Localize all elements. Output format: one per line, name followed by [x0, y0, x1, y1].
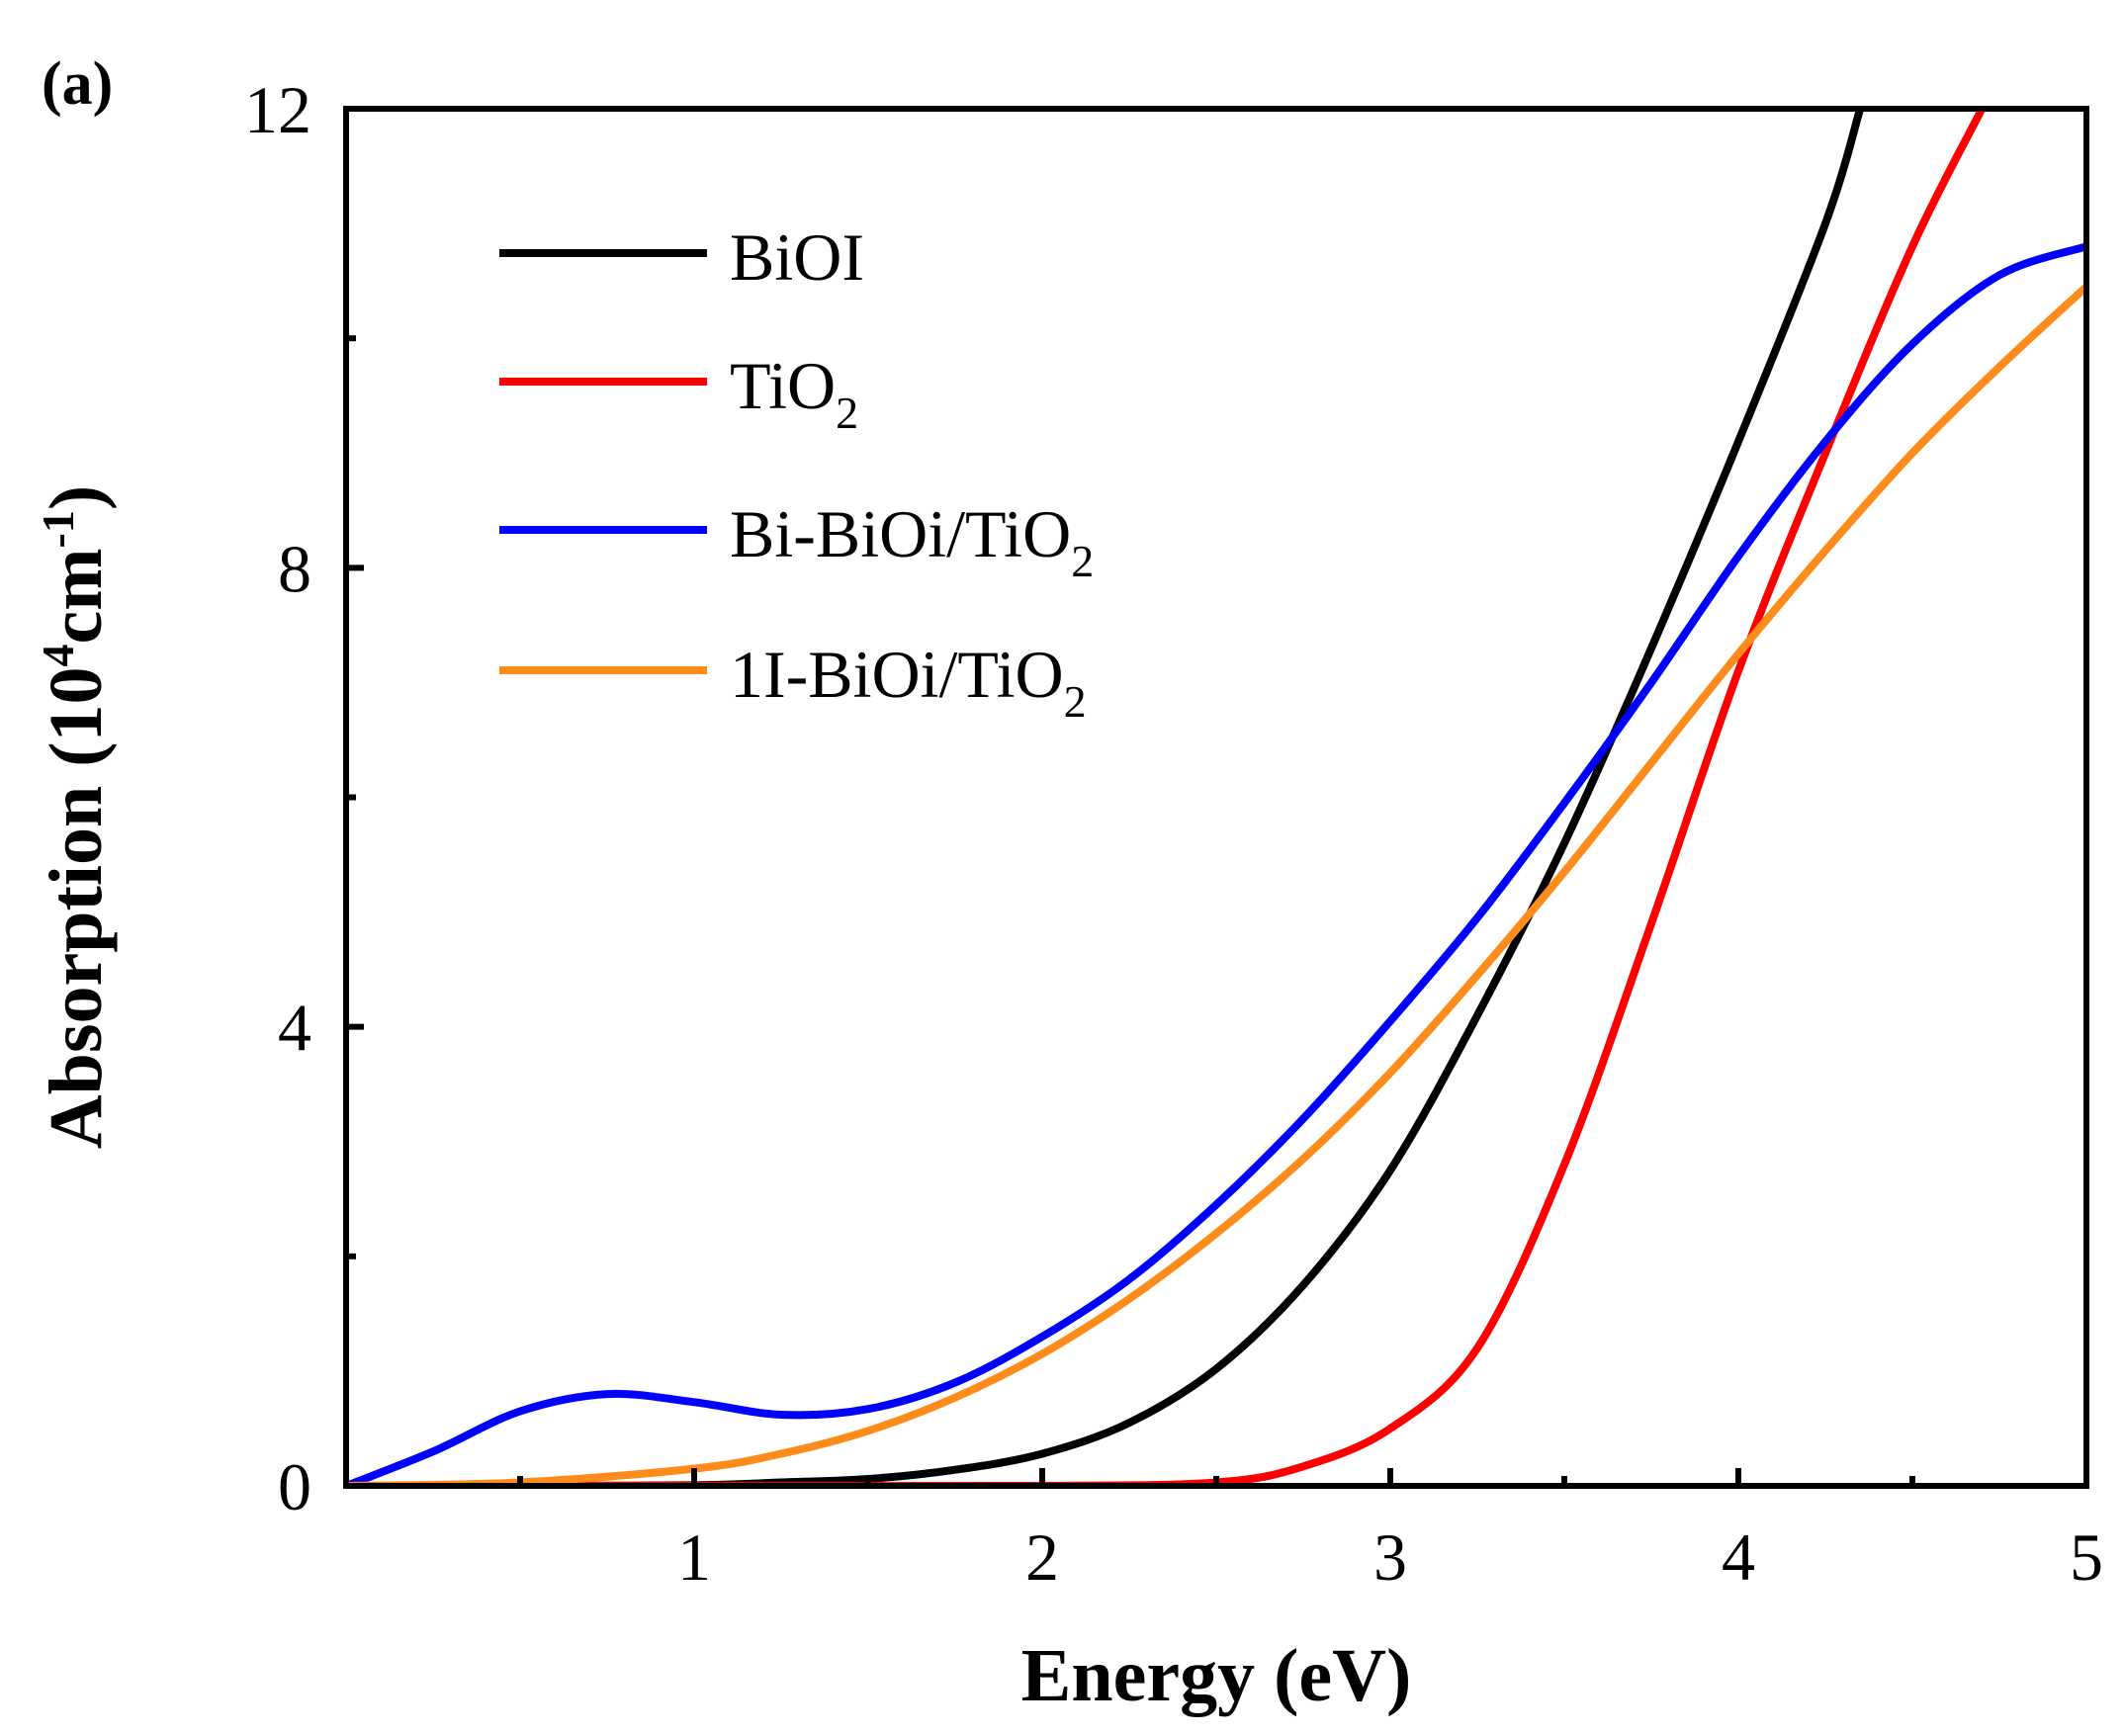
panel-label: (a) [42, 50, 113, 118]
legend-label-1i-bioi-tio2: 1I-BiOi/TiO2 [730, 637, 1087, 727]
legend-label-biol: BiOI [730, 219, 864, 295]
y-axis-title-close: ) [35, 485, 118, 510]
y-axis-title-main: Absorption (10 [35, 666, 118, 1149]
x-tick-label: 1 [677, 1519, 711, 1595]
x-tick-label: 3 [1373, 1519, 1407, 1595]
series-line-bioi [346, 109, 1865, 1486]
y-tick-label: 12 [244, 72, 311, 147]
x-tick-label: 4 [1722, 1519, 1755, 1595]
plot-curves [346, 109, 2086, 1486]
legend-label-bi-bioi-tio2: Bi-BiOi/TiO2 [730, 496, 1094, 586]
legend-entry-biol: BiOI [499, 219, 864, 295]
y-axis-title-unit: cm [35, 548, 118, 644]
y-tick-label: 0 [278, 1449, 311, 1524]
x-tick-label: 5 [2070, 1519, 2103, 1595]
y-tick-label: 8 [278, 531, 311, 606]
plot-frame [343, 106, 2089, 1489]
series-line-tio2 [346, 109, 1987, 1486]
series-line-bi-bioi-tio2 [346, 242, 2086, 1486]
x-axis-ticks: 1 2 3 4 5 [517, 1468, 2103, 1595]
legend-label-tio2: TiO2 [730, 348, 858, 438]
y-tick-label: 4 [278, 991, 311, 1066]
y-axis-title: Absorption (104cm-1) [33, 485, 118, 1149]
legend-entry-tio2: TiO2 [499, 348, 858, 438]
x-axis-title: Energy (eV) [1021, 1634, 1412, 1717]
legend-entry-1i-bioi-tio2: 1I-BiOi/TiO2 [499, 637, 1087, 727]
y-axis-title-sup-exponent: 4 [33, 644, 83, 666]
legend-entry-bi-bioi-tio2: Bi-BiOi/TiO2 [499, 496, 1094, 586]
x-tick-label: 2 [1025, 1519, 1059, 1595]
y-axis-title-sup-inverse: -1 [33, 510, 83, 548]
legend: BiOI TiO2 Bi-BiOi/TiO2 1I-BiOi/TiO2 [499, 219, 1094, 727]
series-line-1i-bioi-tio2 [346, 282, 2086, 1486]
